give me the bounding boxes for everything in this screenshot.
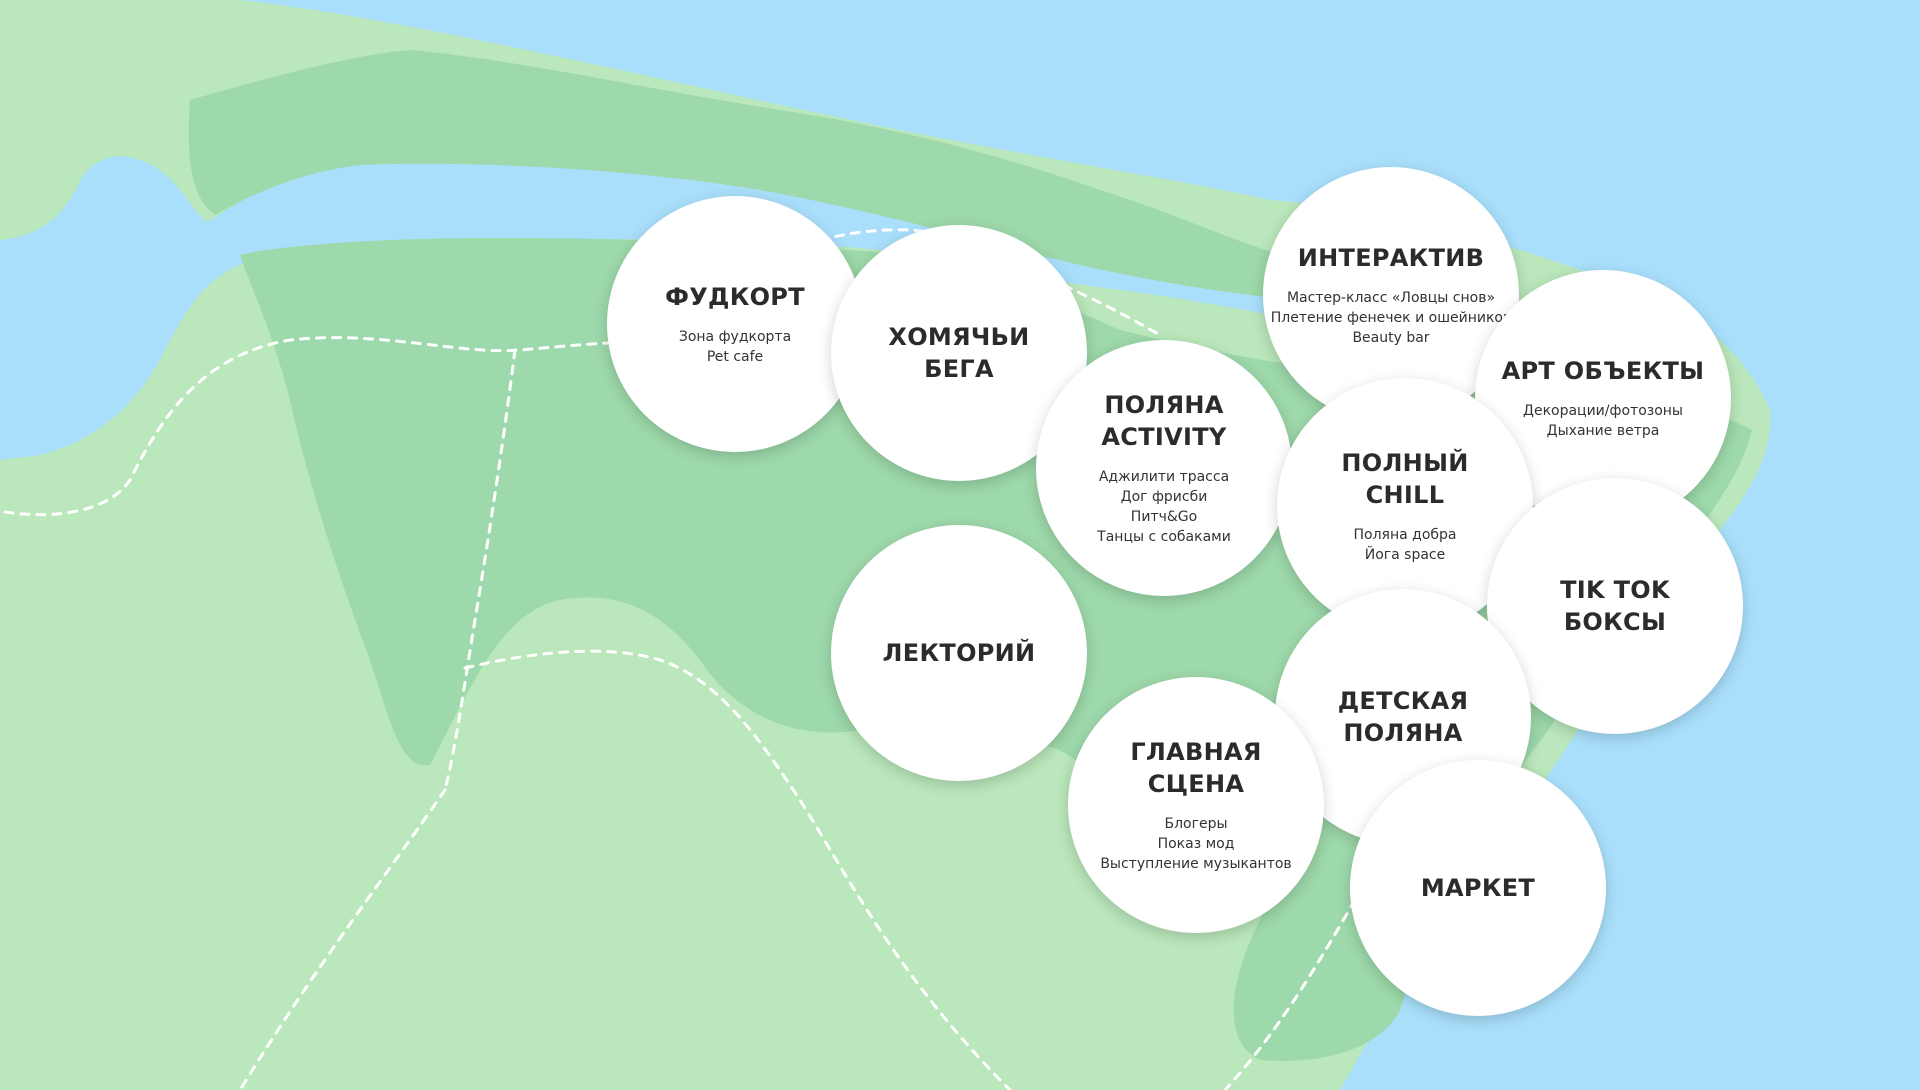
zone-item: Дог фрисби: [1120, 489, 1208, 505]
zone-activity[interactable]: ПОЛЯНА ACTIVITY Аджилити трасса Дог фрис…: [1036, 340, 1292, 596]
zone-title: ПОЛЯНА ACTIVITY: [1101, 391, 1227, 451]
path-north: [818, 228, 1162, 337]
zone-item: Аджилити трасса: [1098, 469, 1230, 485]
zone-title: ЛЕКТОРИЙ: [882, 639, 1036, 667]
zone-title: ХОМЯЧЬИ БЕГА: [888, 323, 1030, 383]
zone-title: ПОЛНЫЙ CHILL: [1341, 449, 1469, 509]
zone-main-stage[interactable]: ГЛАВНАЯ СЦЕНА Блогеры Показ мод Выступле…: [1068, 677, 1324, 933]
zone-item: Дыхание ветра: [1546, 423, 1660, 439]
zone-item: Йога space: [1364, 547, 1446, 563]
zone-item: Танцы с собаками: [1097, 529, 1231, 545]
zone-title: ФУДКОРТ: [665, 283, 805, 311]
zone-items: Поляна добра Йога space: [1354, 525, 1457, 565]
walking-paths: [3, 228, 1357, 1090]
zone-item: Питч&Go: [1130, 509, 1198, 525]
path-center-vertical: [443, 348, 517, 792]
path-middle: [463, 649, 1012, 1090]
path-south-west: [238, 788, 447, 1090]
zone-item: Мастер-класс «Ловцы снов»: [1286, 290, 1496, 306]
zone-title: ИНТЕРАКТИВ: [1297, 244, 1485, 272]
zone-title: TIK TOK БОКСЫ: [1560, 576, 1670, 636]
zone-items: Декорации/фотозоны Дыхание ветра: [1523, 401, 1683, 441]
zone-market[interactable]: МАРКЕТ: [1350, 760, 1606, 1016]
zone-items: Аджилити трасса Дог фрисби Питч&Go Танцы…: [1097, 467, 1231, 547]
zone-items: Зона фудкорта Pet cafe: [679, 327, 791, 367]
zone-item: Показ мод: [1157, 836, 1235, 852]
zone-title: МАРКЕТ: [1420, 874, 1536, 902]
path-west: [3, 336, 642, 517]
zone-item: Декорации/фотозоны: [1523, 403, 1683, 419]
zone-item: Зона фудкорта: [678, 329, 792, 345]
path-south-east: [1223, 898, 1357, 1090]
zone-item: Блогеры: [1164, 816, 1228, 832]
zone-foodcourt[interactable]: ФУДКОРТ Зона фудкорта Pet cafe: [607, 196, 863, 452]
zone-tiktok-boxes[interactable]: TIK TOK БОКСЫ: [1487, 478, 1743, 734]
zone-title: ДЕТСКАЯ ПОЛЯНА: [1337, 687, 1469, 747]
zone-item: Поляна добра: [1353, 527, 1457, 543]
zone-item: Pet cafe: [706, 349, 764, 365]
zone-title: АРТ ОБЪЕКТЫ: [1501, 357, 1705, 385]
zone-item: Beauty bar: [1352, 330, 1430, 346]
zone-lecture-hall[interactable]: ЛЕКТОРИЙ: [831, 525, 1087, 781]
zone-item: Плетение фенечек и ошейников: [1270, 310, 1512, 326]
zone-items: Мастер-класс «Ловцы снов» Плетение фенеч…: [1271, 288, 1511, 348]
land-north-strip: [188, 50, 1300, 300]
zone-items: Блогеры Показ мод Выступление музыкантов: [1100, 814, 1291, 874]
zone-title: ГЛАВНАЯ СЦЕНА: [1130, 738, 1262, 798]
zone-item: Выступление музыкантов: [1100, 856, 1292, 872]
